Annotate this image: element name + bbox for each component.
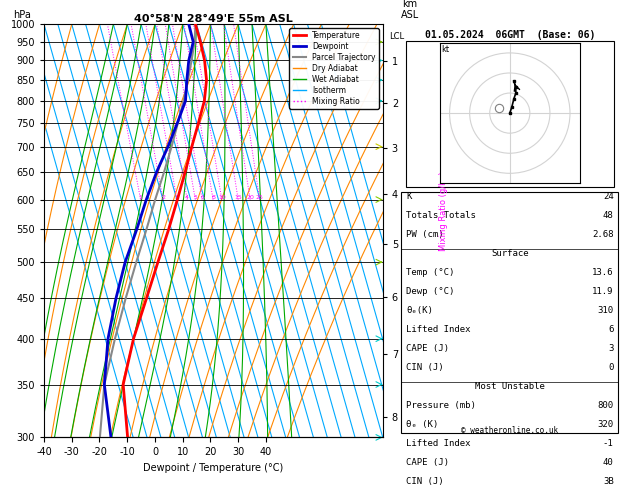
Text: Surface: Surface: [491, 249, 528, 258]
Bar: [406, 41, 614, 188]
Text: 3: 3: [175, 194, 179, 200]
Text: K: K: [406, 191, 411, 201]
Bar: [401, 191, 618, 434]
Text: PW (cm): PW (cm): [406, 229, 443, 239]
Text: θₑ(K): θₑ(K): [406, 306, 433, 314]
Text: -1: -1: [603, 439, 614, 448]
Text: Totals Totals: Totals Totals: [406, 210, 476, 220]
Text: CAPE (J): CAPE (J): [406, 344, 449, 353]
Text: 48: 48: [603, 210, 614, 220]
Text: 6: 6: [200, 194, 204, 200]
Text: 10: 10: [218, 194, 226, 200]
Text: 4: 4: [185, 194, 189, 200]
Text: LCL: LCL: [389, 32, 404, 41]
Text: 20: 20: [246, 194, 254, 200]
Text: 40: 40: [603, 458, 614, 467]
Text: Dewp (°C): Dewp (°C): [406, 287, 454, 295]
Text: θₑ (K): θₑ (K): [406, 419, 438, 429]
Text: 13.6: 13.6: [592, 268, 614, 277]
Text: 0: 0: [608, 363, 614, 372]
Text: 1: 1: [138, 194, 143, 200]
Text: 6: 6: [608, 325, 614, 333]
Text: © weatheronline.co.uk: © weatheronline.co.uk: [461, 426, 559, 435]
Text: 800: 800: [598, 400, 614, 410]
Text: 5: 5: [193, 194, 198, 200]
Text: Temp (°C): Temp (°C): [406, 268, 454, 277]
Text: 3B: 3B: [603, 477, 614, 486]
Text: Most Unstable: Most Unstable: [475, 382, 545, 391]
Text: 24: 24: [603, 191, 614, 201]
Text: CAPE (J): CAPE (J): [406, 458, 449, 467]
Text: 2.68: 2.68: [592, 229, 614, 239]
Text: Mixing Ratio (g/kg): Mixing Ratio (g/kg): [439, 172, 448, 251]
Text: Lifted Index: Lifted Index: [406, 439, 470, 448]
Text: km
ASL: km ASL: [401, 0, 419, 20]
Text: 01.05.2024  06GMT  (Base: 06): 01.05.2024 06GMT (Base: 06): [425, 31, 595, 40]
Text: 2: 2: [161, 194, 165, 200]
Title: 40°58'N 28°49'E 55m ASL: 40°58'N 28°49'E 55m ASL: [134, 14, 292, 23]
Text: Pressure (mb): Pressure (mb): [406, 400, 476, 410]
Text: 15: 15: [234, 194, 242, 200]
Text: CIN (J): CIN (J): [406, 363, 443, 372]
Text: CIN (J): CIN (J): [406, 477, 443, 486]
Text: Lifted Index: Lifted Index: [406, 325, 470, 333]
Text: 25: 25: [256, 194, 264, 200]
Text: kt: kt: [442, 45, 450, 54]
Text: 8: 8: [211, 194, 215, 200]
Text: hPa: hPa: [14, 10, 31, 20]
Text: 320: 320: [598, 419, 614, 429]
Legend: Temperature, Dewpoint, Parcel Trajectory, Dry Adiabat, Wet Adiabat, Isotherm, Mi: Temperature, Dewpoint, Parcel Trajectory…: [289, 28, 379, 109]
Text: 11.9: 11.9: [592, 287, 614, 295]
Text: 310: 310: [598, 306, 614, 314]
X-axis label: Dewpoint / Temperature (°C): Dewpoint / Temperature (°C): [143, 463, 284, 473]
Text: 3: 3: [608, 344, 614, 353]
